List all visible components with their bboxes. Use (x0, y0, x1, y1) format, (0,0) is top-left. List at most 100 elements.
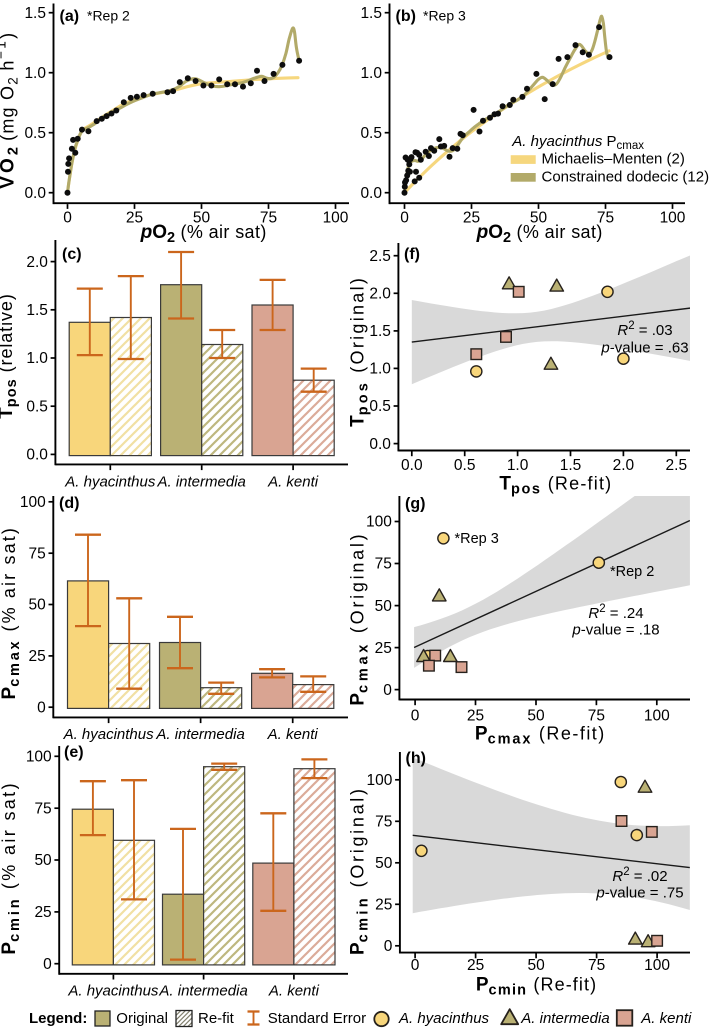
svg-text:50: 50 (29, 597, 47, 614)
svg-text:A. kenti: A. kenti (267, 726, 319, 743)
svg-text:A. kenti: A. kenti (268, 983, 320, 1000)
svg-text:1.5: 1.5 (360, 5, 382, 22)
svg-text:50: 50 (34, 852, 52, 869)
svg-text:Original: Original (116, 1010, 168, 1027)
svg-text:75: 75 (375, 556, 392, 573)
svg-text:0.0: 0.0 (24, 185, 46, 202)
svg-text:0.0: 0.0 (369, 436, 391, 453)
svg-text:Michaelis–Menten (2): Michaelis–Menten (2) (542, 150, 685, 167)
svg-text:1.5: 1.5 (26, 302, 48, 319)
svg-text:1.0: 1.0 (26, 350, 48, 367)
svg-text:0: 0 (63, 210, 72, 227)
svg-text:25: 25 (375, 897, 392, 914)
svg-text:p-value = .75: p-value = .75 (595, 885, 683, 902)
svg-text:2.5: 2.5 (369, 248, 391, 265)
svg-text:75: 75 (588, 707, 605, 724)
svg-text:1.5: 1.5 (24, 5, 46, 22)
svg-text:50: 50 (527, 957, 545, 974)
svg-text:p-value = .63: p-value = .63 (600, 340, 688, 357)
svg-text:(c): (c) (62, 246, 82, 263)
svg-text:25: 25 (463, 210, 480, 227)
svg-text:100: 100 (660, 210, 686, 227)
svg-text:R2 = .24: R2 = .24 (588, 603, 643, 622)
svg-text:A. kenti: A. kenti (267, 474, 319, 491)
svg-text:*Rep 2: *Rep 2 (610, 564, 654, 580)
svg-text:0.0: 0.0 (360, 185, 382, 202)
svg-text:0: 0 (411, 707, 420, 724)
svg-text:Pcmax (% air sat): Pcmax (% air sat) (0, 528, 23, 699)
svg-text:2.0: 2.0 (369, 286, 391, 303)
svg-text:0.0: 0.0 (401, 457, 423, 474)
svg-text:Tpos (Re-fit): Tpos (Re-fit) (499, 474, 611, 498)
svg-text:75: 75 (375, 814, 392, 831)
svg-text:1.5: 1.5 (560, 457, 582, 474)
svg-text:0: 0 (384, 938, 393, 955)
svg-text:50: 50 (375, 855, 393, 872)
svg-text:(h): (h) (406, 750, 426, 767)
svg-text:1.0: 1.0 (369, 361, 391, 378)
svg-text:0.5: 0.5 (369, 398, 391, 415)
svg-text:1.0: 1.0 (360, 65, 382, 82)
svg-text:Tpos (relative): Tpos (relative) (0, 294, 20, 419)
svg-text:100: 100 (367, 772, 393, 789)
svg-text:0.5: 0.5 (24, 125, 46, 142)
svg-text:(f): (f) (404, 246, 420, 263)
svg-text:A. hyacinthus: A. hyacinthus (63, 726, 155, 743)
svg-text:100: 100 (20, 494, 46, 511)
svg-text:100: 100 (644, 957, 670, 974)
svg-text:Legend:: Legend: (29, 1010, 87, 1027)
svg-text:0.5: 0.5 (454, 457, 476, 474)
svg-text:75: 75 (260, 210, 277, 227)
svg-text:Pcmax (Re-fit): Pcmax (Re-fit) (475, 724, 604, 748)
svg-text:(e): (e) (64, 744, 84, 761)
svg-text:25: 25 (375, 640, 392, 657)
svg-text:0: 0 (411, 957, 420, 974)
svg-text:25: 25 (126, 210, 143, 227)
svg-text:2.5: 2.5 (666, 457, 688, 474)
svg-text:100: 100 (26, 749, 52, 766)
svg-text:A. kenti: A. kenti (640, 1010, 692, 1027)
svg-text:A. intermedia: A. intermedia (520, 1010, 609, 1027)
svg-text:(g): (g) (405, 496, 425, 513)
svg-text:A. hyacinthus: A. hyacinthus (67, 983, 159, 1000)
svg-text:(d): (d) (59, 495, 79, 512)
svg-text:Pcmin (Re-fit): Pcmin (Re-fit) (476, 975, 596, 999)
svg-text:25: 25 (29, 648, 46, 665)
svg-text:25: 25 (467, 957, 484, 974)
svg-text:0: 0 (383, 682, 392, 699)
svg-text:A. hyacinthus Pcmax: A. hyacinthus Pcmax (511, 133, 644, 152)
svg-text:75: 75 (29, 545, 46, 562)
svg-text:2.0: 2.0 (26, 254, 48, 271)
svg-text:0.5: 0.5 (360, 125, 382, 142)
svg-text:25: 25 (467, 707, 484, 724)
svg-text:50: 50 (530, 210, 548, 227)
svg-text:pO2 (% air sat): pO2 (% air sat) (476, 222, 603, 246)
svg-text:*Rep 2: *Rep 2 (87, 8, 130, 24)
svg-text:Tpos (Original): Tpos (Original) (348, 278, 372, 427)
svg-text:100: 100 (323, 210, 349, 227)
svg-text:pO2 (% air sat): pO2 (% air sat) (140, 222, 267, 246)
svg-text:A. hyacinthus: A. hyacinthus (398, 1010, 490, 1027)
svg-text:50: 50 (193, 210, 211, 227)
svg-text:0: 0 (400, 210, 409, 227)
svg-text:0.0: 0.0 (26, 447, 48, 464)
svg-text:1.0: 1.0 (507, 457, 529, 474)
svg-text:0.5: 0.5 (26, 398, 48, 415)
svg-text:100: 100 (644, 707, 670, 724)
svg-text:50: 50 (527, 707, 545, 724)
svg-text:Standard Error: Standard Error (268, 1010, 366, 1027)
svg-text:75: 75 (34, 800, 51, 817)
svg-text:1.5: 1.5 (369, 323, 391, 340)
svg-text:100: 100 (366, 514, 392, 531)
svg-text:(a): (a) (60, 8, 80, 25)
svg-text:A. hyacinthus: A. hyacinthus (64, 474, 156, 491)
svg-text:(b): (b) (396, 8, 416, 25)
svg-text:75: 75 (597, 210, 614, 227)
svg-text:Re-fit: Re-fit (198, 1010, 235, 1027)
svg-text:50: 50 (375, 598, 393, 615)
svg-text:0: 0 (37, 699, 46, 716)
svg-text:Constrained dodecic (12): Constrained dodecic (12) (542, 168, 709, 185)
svg-text:*Rep 3: *Rep 3 (455, 531, 499, 547)
svg-text:R2 = .02: R2 = .02 (612, 866, 667, 885)
svg-text:A. intermedia: A. intermedia (157, 474, 246, 491)
